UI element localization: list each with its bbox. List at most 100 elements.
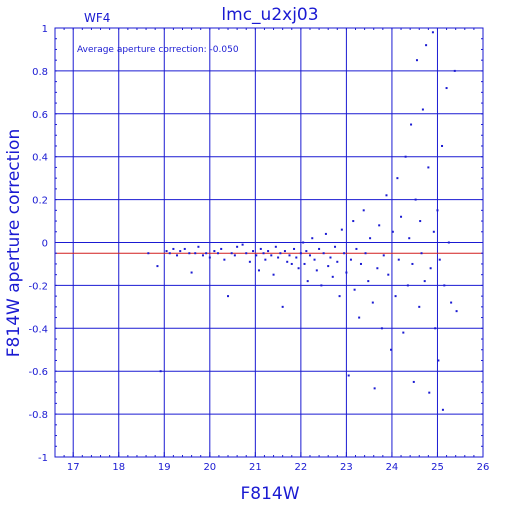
y-tick-label: -0.4	[28, 324, 48, 335]
data-point	[425, 44, 428, 47]
data-point	[217, 252, 220, 255]
data-point	[208, 256, 211, 259]
data-point	[262, 252, 265, 255]
data-point	[272, 273, 275, 276]
data-point	[293, 247, 296, 250]
data-point	[369, 237, 372, 240]
data-point	[194, 252, 197, 255]
data-point	[274, 245, 277, 248]
data-point	[302, 241, 305, 244]
data-point	[277, 256, 280, 259]
data-point	[338, 295, 341, 298]
data-point	[172, 247, 175, 250]
data-point	[421, 108, 424, 111]
data-point	[423, 280, 426, 283]
data-point	[236, 245, 239, 248]
data-point	[255, 254, 258, 257]
data-point	[362, 209, 365, 212]
x-axis-label: F814W	[240, 484, 299, 504]
data-point	[415, 59, 418, 62]
data-point	[308, 254, 311, 257]
data-point	[299, 252, 302, 255]
data-point	[270, 254, 273, 257]
data-point	[267, 250, 270, 253]
data-point	[303, 262, 306, 265]
y-tick-label: -0.2	[28, 281, 48, 292]
data-point	[283, 250, 286, 253]
data-point	[445, 87, 448, 90]
data-point	[404, 155, 407, 158]
data-point	[279, 252, 282, 255]
x-tick-label: 24	[386, 462, 399, 473]
data-point	[355, 247, 358, 250]
data-point	[343, 252, 346, 255]
average-correction-annotation: Average aperture correction: -0.050	[77, 45, 239, 55]
data-point	[441, 408, 444, 411]
data-point	[410, 123, 413, 126]
data-point	[353, 288, 356, 291]
data-point	[233, 254, 236, 257]
plot-grid	[55, 28, 483, 457]
data-point	[259, 247, 262, 250]
data-point	[397, 258, 400, 261]
data-point	[252, 250, 255, 253]
data-point	[313, 258, 316, 261]
data-point	[165, 250, 168, 253]
data-point	[431, 31, 434, 34]
y-tick-label: 0.4	[32, 153, 48, 164]
data-point	[168, 252, 171, 255]
data-point	[334, 245, 337, 248]
x-tick-label: 20	[203, 462, 216, 473]
data-point	[306, 280, 309, 283]
y-tick-label: -1	[38, 453, 48, 464]
data-point	[336, 260, 339, 263]
data-point	[443, 284, 446, 287]
data-point	[385, 194, 388, 197]
y-tick-label: 0.2	[32, 196, 48, 207]
data-point	[347, 374, 350, 377]
data-point	[364, 252, 367, 255]
data-point	[419, 220, 422, 223]
x-tick-label: 21	[249, 462, 262, 473]
data-point	[371, 301, 374, 304]
data-point	[179, 250, 182, 253]
y-tick-label: 0	[42, 239, 48, 250]
data-point	[220, 247, 223, 250]
data-point	[376, 267, 379, 270]
data-point	[358, 316, 361, 319]
data-point	[331, 275, 334, 278]
y-tick-label: 1	[42, 24, 48, 35]
data-point	[432, 230, 435, 233]
data-point	[391, 230, 394, 233]
data-point	[390, 348, 393, 351]
data-point	[159, 370, 162, 373]
y-tick-label: 0.6	[32, 110, 48, 121]
data-point	[396, 177, 399, 180]
y-tick-label: -0.8	[28, 410, 48, 421]
data-point	[315, 269, 318, 272]
data-point	[227, 295, 230, 298]
data-point	[295, 256, 298, 259]
data-point	[190, 271, 193, 274]
x-tick-label: 22	[295, 462, 308, 473]
data-point	[428, 391, 431, 394]
data-point	[450, 301, 453, 304]
data-point	[205, 252, 208, 255]
x-axis-ticks: 17 18 19 20 21 22 23 24 25 26	[54, 28, 490, 473]
data-points	[147, 31, 458, 411]
data-point	[245, 252, 248, 255]
data-point	[264, 258, 267, 261]
data-point	[183, 247, 186, 250]
data-point	[437, 359, 440, 362]
data-point	[318, 247, 321, 250]
x-tick-label: 26	[477, 462, 490, 473]
data-point	[408, 237, 411, 240]
data-point	[329, 256, 332, 259]
x-tick-label: 17	[67, 462, 80, 473]
x-tick-label: 19	[158, 462, 171, 473]
data-point	[455, 310, 458, 313]
data-point	[367, 280, 370, 283]
data-point	[418, 305, 421, 308]
data-point	[201, 254, 204, 257]
